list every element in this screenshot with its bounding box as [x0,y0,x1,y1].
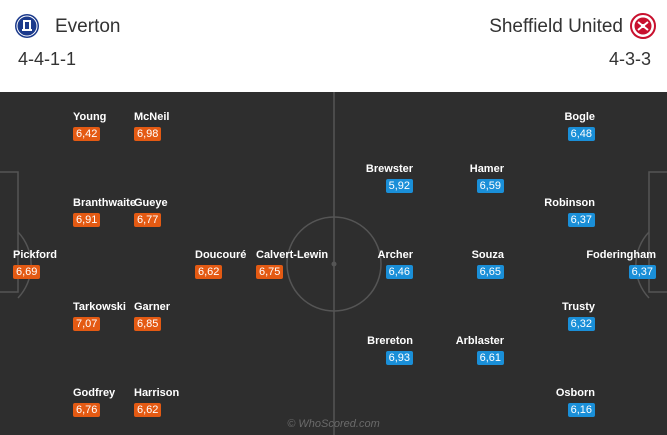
player-rating: 6,65 [476,265,504,279]
player-calvert-lewin[interactable]: Calvert-Lewin 6,75 [256,249,346,289]
player-name: Archer [377,249,413,261]
player-gueye[interactable]: Gueye 6,77 [134,197,224,237]
player-rating: 5,92 [385,179,413,193]
player-pickford[interactable]: Pickford 6,69 [13,249,103,289]
everton-crest-icon [15,14,39,38]
player-mcneil[interactable]: McNeil 6,98 [134,111,224,151]
match-header: Everton 4-4-1-1 Sheffield United 4-3-3 [0,0,667,92]
player-harrison[interactable]: Harrison 6,62 [134,387,224,427]
player-name: Trusty [561,301,595,313]
player-archer[interactable]: Archer 6,46 [323,249,413,289]
player-branthwaite[interactable]: Branthwaite 6,91 [73,197,163,237]
player-rating: 6,37 [567,213,595,227]
player-rating: 6,76 [73,403,101,417]
player-name: Foderingham [586,249,656,261]
player-rating: 6,59 [476,179,504,193]
player-name: Brewster [365,163,413,175]
player-robinson[interactable]: Robinson 6,37 [505,197,595,237]
player-rating: 6,62 [195,265,223,279]
home-team-name[interactable]: Everton [55,16,121,37]
player-brewster[interactable]: Brewster 5,92 [323,163,413,203]
player-name: Brereton [367,335,413,347]
player-name: Arblaster [455,335,504,347]
player-bogle[interactable]: Bogle 6,48 [505,111,595,151]
player-rating: 6,37 [628,265,656,279]
player-rating: 6,48 [567,127,595,141]
player-young[interactable]: Young 6,42 [73,111,163,151]
player-rating: 6,69 [13,265,41,279]
player-name: Pickford [13,249,58,261]
player-name: Gueye [134,197,168,209]
player-brereton[interactable]: Brereton 6,93 [323,335,413,375]
player-rating: 6,91 [73,213,101,227]
player-name: Doucouré [195,249,247,261]
player-rating: 6,61 [476,351,504,365]
away-formation: 4-3-3 [608,49,651,69]
player-rating: 6,16 [567,403,595,417]
player-trusty[interactable]: Trusty 6,32 [505,301,595,341]
player-rating: 6,75 [256,265,284,279]
player-souza[interactable]: Souza 6,65 [414,249,504,289]
player-rating: 6,98 [134,127,162,141]
sheffield-united-crest-icon [630,13,656,39]
player-arblaster[interactable]: Arblaster 6,61 [414,335,504,375]
player-hamer[interactable]: Hamer 6,59 [414,163,504,203]
player-name: Hamer [469,163,504,175]
player-name: Young [73,111,107,123]
player-rating: 6,93 [385,351,413,365]
player-rating: 6,46 [385,265,413,279]
player-name: Harrison [134,387,180,399]
player-name: Bogle [564,111,595,123]
player-name: Robinson [544,197,595,209]
home-formation: 4-4-1-1 [18,49,77,69]
player-rating: 6,62 [134,403,162,417]
player-garner[interactable]: Garner 6,85 [134,301,224,341]
player-rating: 6,42 [73,127,101,141]
player-name: McNeil [134,111,170,123]
player-doucoure[interactable]: Doucouré 6,62 [195,249,285,289]
player-foderingham[interactable]: Foderingham 6,37 [566,249,656,289]
player-name: Osborn [555,387,595,399]
player-name: Garner [134,301,171,313]
player-rating: 7,07 [73,317,101,331]
watermark: © WhoScored.com [287,418,380,430]
player-godfrey[interactable]: Godfrey 6,76 [73,387,163,427]
player-name: Calvert-Lewin [256,249,329,261]
player-name: Branthwaite [73,197,136,209]
away-team-name[interactable]: Sheffield United [489,16,623,37]
player-tarkowski[interactable]: Tarkowski 7,07 [73,301,163,341]
player-rating: 6,77 [134,213,162,227]
player-name: Godfrey [73,387,116,399]
player-name: Souza [471,249,504,261]
player-osborn[interactable]: Osborn 6,16 [505,387,595,427]
player-rating: 6,32 [567,317,595,331]
pitch: Young 6,42 McNeil 6,98 Branthwaite 6,91 … [0,92,667,435]
player-rating: 6,85 [134,317,162,331]
player-name: Tarkowski [73,301,126,313]
